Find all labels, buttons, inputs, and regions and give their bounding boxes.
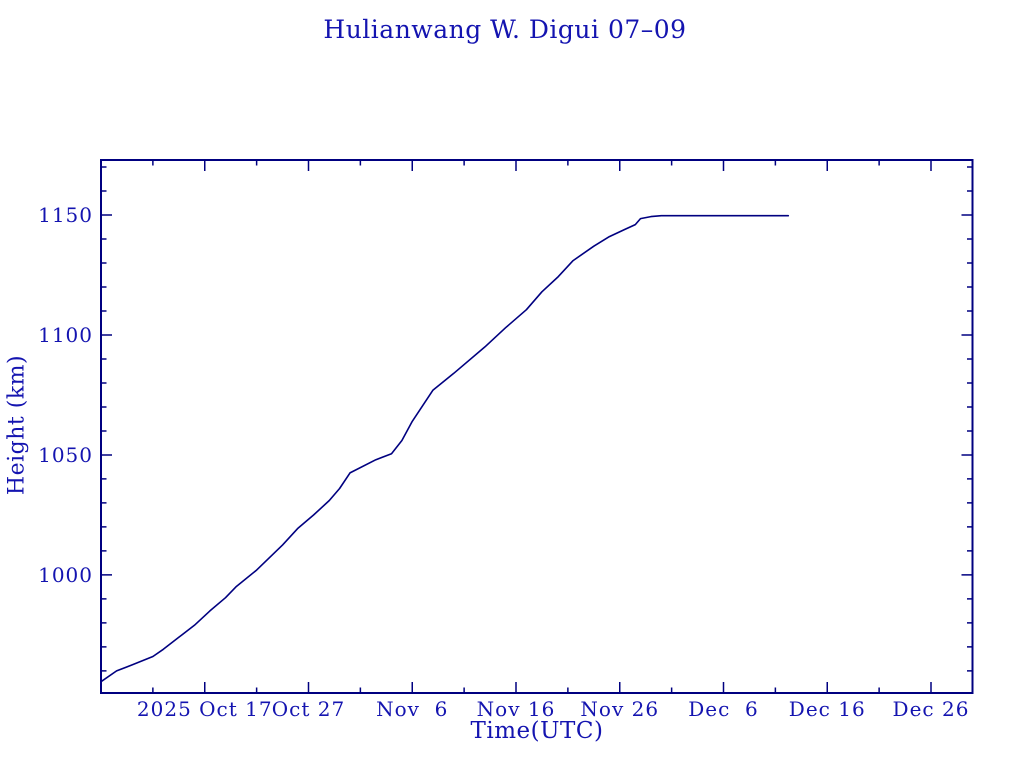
- data-curve: [100, 214, 790, 683]
- y-tick-label: 1100: [38, 322, 93, 347]
- x-tick-label: Nov 6: [376, 697, 449, 721]
- x-tick-label: Nov 26: [580, 697, 660, 721]
- y-tick-label: 1150: [38, 202, 93, 227]
- x-tick-label: Dec 6: [688, 697, 759, 721]
- chart-title: Hulianwang W. Digui 07–09: [323, 15, 687, 44]
- plot-frame: [100, 159, 974, 694]
- y-tick-label: 1050: [38, 442, 93, 467]
- x-tick-label: Oct 27: [271, 697, 346, 721]
- axis-tick-marks: [101, 160, 973, 693]
- x-tick-label: Dec 16: [788, 697, 866, 721]
- x-tick-label: 2025 Oct 17: [136, 697, 273, 721]
- x-tick-label: Dec 26: [892, 697, 970, 721]
- x-tick-label: Nov 16: [476, 697, 556, 721]
- y-tick-label: 1000: [38, 562, 93, 587]
- x-axis-title: Time(UTC): [470, 718, 604, 744]
